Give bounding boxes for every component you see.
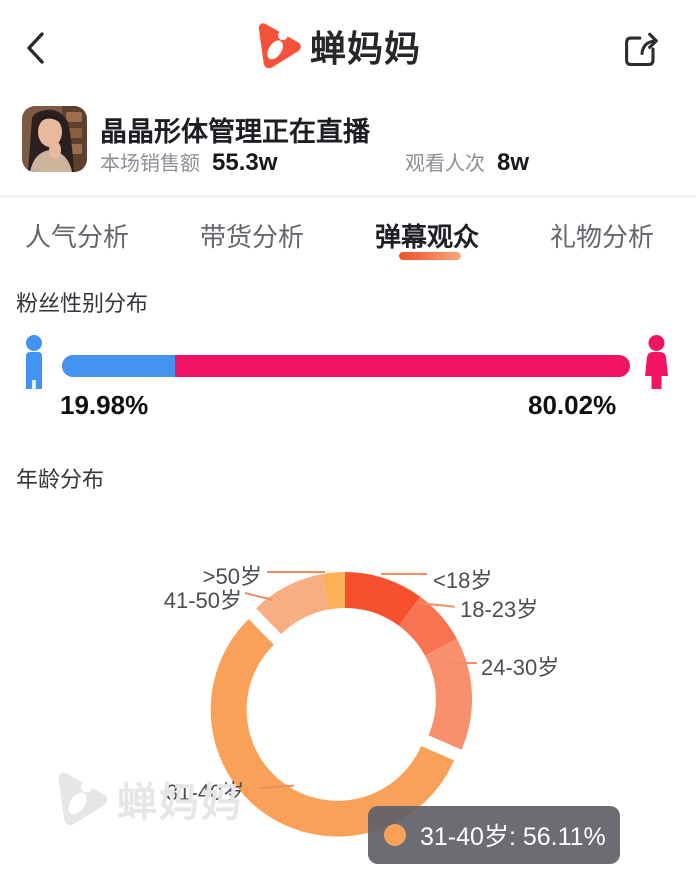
male-percent-label: 19.98% [60, 390, 149, 420]
chanmama-logo-icon [258, 23, 301, 69]
tooltip-text: 31-40岁: 56.11% [420, 823, 606, 851]
donut-label-over50: >50岁 [202, 564, 262, 589]
back-button[interactable] [22, 30, 50, 71]
avatar-image [22, 106, 87, 172]
sales-stat-value: 55.3w [212, 149, 278, 176]
tab-gifts[interactable]: 礼物分析 [550, 222, 655, 252]
tab-danmu-audience[interactable]: 弹幕观众 [375, 222, 480, 252]
leader-line-under18 [381, 573, 427, 575]
sales-stat: 本场销售额 55.3w [100, 147, 277, 177]
gender-section-title: 粉丝性别分布 [16, 291, 149, 316]
age-section-title: 年龄分布 [16, 467, 105, 492]
viewers-stat: 观看人次 8w [405, 147, 529, 177]
donut-slice-31-40岁[interactable] [210, 619, 455, 837]
gender-bar [62, 355, 630, 377]
section-divider [0, 195, 696, 198]
watermark-text: 蝉妈妈 [117, 781, 243, 825]
donut-tooltip[interactable]: 31-40岁: 56.11% [368, 806, 620, 864]
donut-slice-18-23岁[interactable] [398, 596, 457, 656]
age-donut-chart[interactable] [0, 540, 696, 890]
active-tab-underline [399, 252, 461, 260]
leader-line-over50 [267, 571, 325, 573]
male-bar-segment [62, 355, 176, 377]
app-title: 蝉妈妈 [310, 28, 422, 69]
donut-slice-<18岁[interactable] [345, 572, 421, 626]
female-person-icon [641, 335, 672, 396]
tooltip-dot [384, 824, 406, 846]
live-room-title: 晶晶形体管理正在直播 [100, 117, 370, 147]
viewers-stat-label: 观看人次 [405, 153, 485, 175]
app-logo: 蝉妈妈 [256, 20, 421, 72]
donut-slice-24-30岁[interactable] [425, 638, 473, 750]
donut-label-24-30: 24-30岁 [481, 655, 560, 680]
donut-slice->50岁[interactable] [322, 572, 345, 610]
streamer-avatar [22, 106, 87, 172]
male-person-icon [19, 335, 49, 396]
donut-label-under18: <18岁 [433, 568, 493, 593]
chevron-left-icon [27, 32, 44, 64]
tab-popularity[interactable]: 人气分析 [25, 222, 130, 252]
donut-slice-41-50岁[interactable] [256, 574, 329, 635]
leader-line-24-30 [451, 662, 477, 664]
donut-label-18-23: 18-23岁 [460, 597, 539, 622]
donut-label-31-40: 31-40岁 [166, 780, 245, 805]
donut-label-41-50: 41-50岁 [163, 588, 242, 613]
watermark-logo-icon [58, 772, 108, 825]
share-icon [625, 32, 658, 67]
share-button[interactable] [620, 26, 664, 75]
female-percent-label: 80.02% [528, 390, 617, 420]
watermark: 蝉妈妈 [55, 770, 243, 828]
tab-products[interactable]: 带货分析 [200, 222, 305, 252]
sales-stat-label: 本场销售额 [100, 153, 200, 175]
viewers-stat-value: 8w [497, 149, 530, 176]
